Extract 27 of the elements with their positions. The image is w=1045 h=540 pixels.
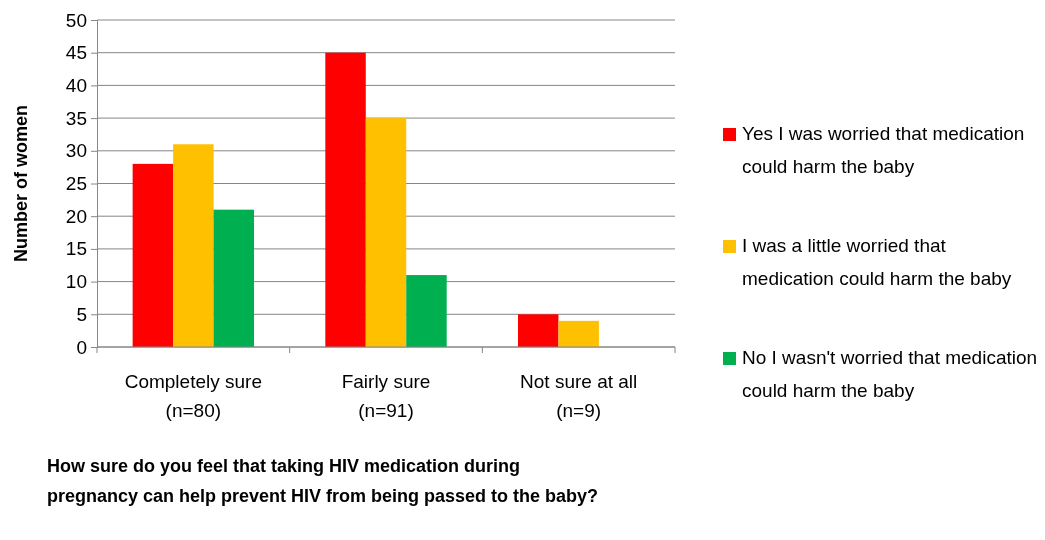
bar <box>558 320 599 347</box>
bar <box>406 275 447 347</box>
y-tick-label: 35 <box>65 107 87 129</box>
x-axis-title: How sure do you feel that taking HIV medication during pregnancy can help prevent HIV from being passed to the baby? <box>47 456 599 506</box>
bar <box>173 144 214 347</box>
y-tick-label: 50 <box>65 9 87 31</box>
legend-label: Yes I was worried that medication could harm the baby <box>742 123 1025 177</box>
y-tick-label: 20 <box>65 205 87 227</box>
legend-label: No I wasn't worried that medication could harm the baby <box>742 347 1038 401</box>
y-tick-label: 45 <box>65 42 87 64</box>
x-tick-label: Completely sure (n=80) <box>124 371 262 421</box>
bar <box>213 209 255 347</box>
x-tick-label: Not sure at all (n=9) <box>520 371 638 421</box>
y-tick-label: 15 <box>65 238 87 260</box>
y-tick-label: 5 <box>76 303 87 325</box>
bar <box>325 52 366 347</box>
legend-label: I was a little worried that medication could harm the baby <box>742 235 1012 289</box>
bar <box>132 163 174 347</box>
y-tick-label: 10 <box>65 271 87 293</box>
y-tick-label: 30 <box>65 140 87 162</box>
bar <box>365 118 407 347</box>
y-tick-label: 40 <box>65 74 87 96</box>
x-tick-label: Fairly sure (n=91) <box>341 371 431 421</box>
y-tick-label: 0 <box>76 336 87 358</box>
bar <box>517 314 559 347</box>
y-tick-label: 25 <box>65 173 87 195</box>
y-axis-title: Number of women <box>11 104 31 263</box>
